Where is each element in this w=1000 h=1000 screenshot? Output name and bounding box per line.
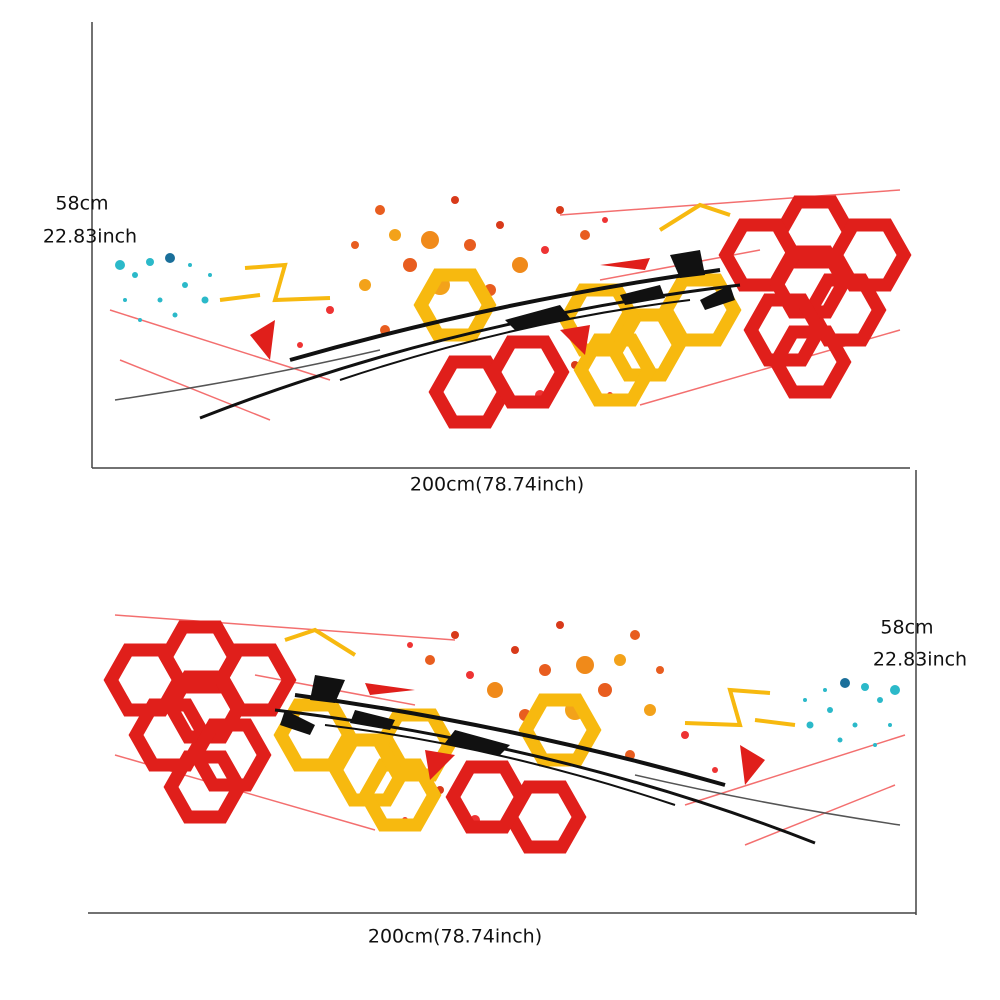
height-cm: 58cm — [880, 617, 933, 639]
height-inch: 22.83inch — [43, 226, 137, 248]
width-label: 200cm(78.74inch) — [410, 474, 584, 496]
height-cm: 58cm — [55, 193, 108, 215]
height-inch: 22.83inch — [873, 649, 967, 671]
decal-artwork — [111, 615, 905, 847]
decal-artwork — [110, 190, 904, 422]
width-label: 200cm(78.74inch) — [368, 926, 542, 948]
